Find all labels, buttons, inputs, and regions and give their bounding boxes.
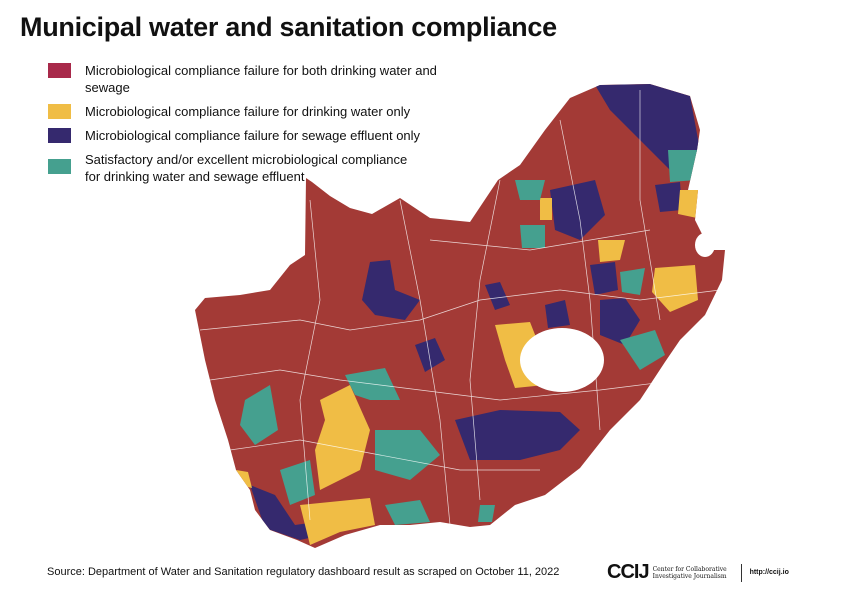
legend-swatch <box>48 128 71 143</box>
region-sewage-only <box>455 410 580 460</box>
region-satisfactory <box>478 505 495 522</box>
legend-item-satisfactory: Satisfactory and/or excellent microbiolo… <box>48 151 485 185</box>
lesotho-gap <box>520 328 604 392</box>
divider <box>740 563 742 582</box>
legend-item-both: Microbiological compliance failure for b… <box>48 62 485 96</box>
legend: Microbiological compliance failure for b… <box>48 62 485 192</box>
region-sewage-only <box>590 262 618 295</box>
page-title: Municipal water and sanitation complianc… <box>20 12 557 42</box>
region-sewage-only <box>600 298 640 345</box>
region-sewage-only <box>415 338 445 372</box>
region-satisfactory <box>385 500 430 525</box>
legend-swatch <box>48 104 71 119</box>
region-satisfactory <box>620 330 665 370</box>
region-satisfactory <box>520 225 545 248</box>
legend-label: Satisfactory and/or excellent microbiolo… <box>85 152 408 184</box>
region-drinking-only <box>652 265 698 312</box>
region-sewage-only <box>655 182 682 212</box>
region-drinking-only <box>598 240 625 262</box>
region-drinking-only <box>678 190 700 218</box>
legend-item-drinking: Microbiological compliance failure for d… <box>48 103 485 120</box>
region-drinking-only <box>540 198 552 220</box>
logo-name: Center for Collaborative Investigative J… <box>652 565 727 580</box>
logo-url[interactable]: http://ccij.io <box>749 569 789 576</box>
legend-swatch <box>48 159 71 174</box>
logo-mark: CCIJ <box>607 561 650 583</box>
eswatini-gap <box>695 233 715 257</box>
legend-item-sewage: Microbiological compliance failure for s… <box>48 127 485 144</box>
region-sewage-only <box>595 84 700 170</box>
region-satisfactory <box>240 385 278 445</box>
region-sewage-only <box>362 260 420 320</box>
legend-label: Microbiological compliance failure for s… <box>85 128 421 143</box>
region-satisfactory <box>515 180 545 200</box>
legend-label: Microbiological compliance failure for b… <box>85 63 437 95</box>
ccij-logo: CCIJ Center for Collaborative Investigat… <box>607 561 789 584</box>
region-sewage-only <box>550 180 605 240</box>
legend-label: Microbiological compliance failure for d… <box>85 104 411 119</box>
legend-swatch <box>48 63 71 78</box>
region-drinking-only <box>315 385 370 490</box>
region-satisfactory <box>620 268 645 295</box>
region-sewage-only <box>485 282 510 310</box>
region-drinking-only <box>300 498 375 545</box>
region-satisfactory <box>375 430 440 480</box>
region-sewage-only <box>545 300 570 328</box>
source-note: Source: Department of Water and Sanitati… <box>47 566 560 578</box>
region-satisfactory <box>668 150 700 182</box>
